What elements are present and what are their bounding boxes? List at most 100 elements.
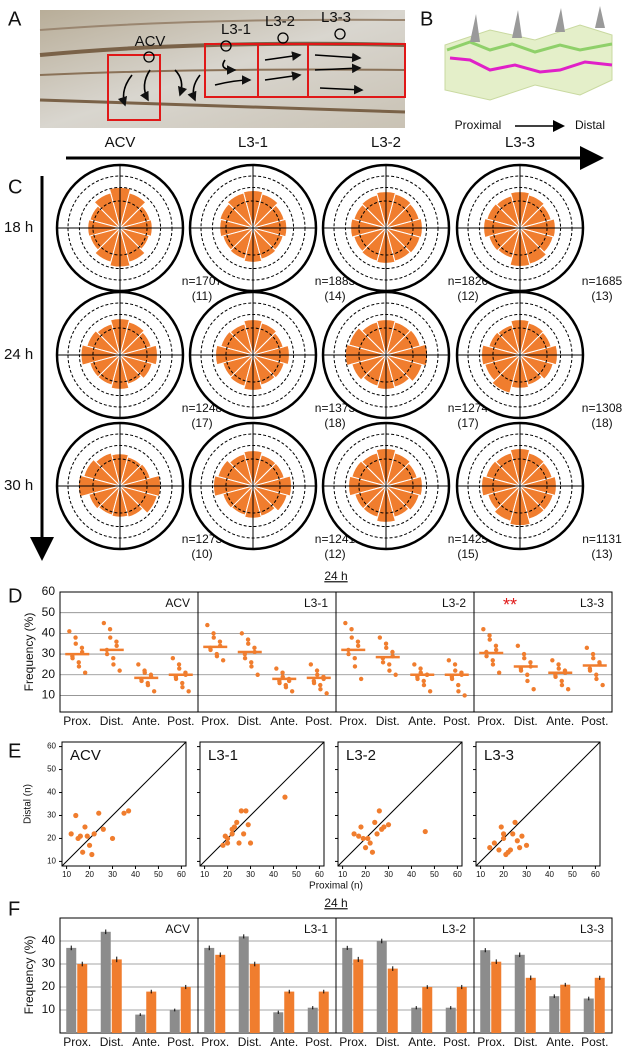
rose-petal [384, 485, 420, 511]
column-header: L3-2 [371, 134, 401, 151]
data-point [222, 833, 228, 839]
panel-frame [473, 917, 613, 1034]
data-point [282, 794, 288, 800]
data-point [412, 662, 417, 667]
wing-count: (18) [324, 416, 345, 430]
data-point [315, 672, 320, 677]
data-point [367, 840, 373, 846]
data-point [487, 845, 493, 851]
wing-count: (13) [591, 547, 612, 561]
y-axis-label: Distal (n) [23, 784, 34, 824]
data-point [308, 662, 314, 667]
data-point [393, 672, 398, 677]
identity-line [475, 741, 601, 867]
data-point [390, 649, 395, 655]
y-axis-label: Frequency (%) [22, 613, 36, 692]
y-tick-label: 10 [42, 688, 56, 702]
data-point [591, 656, 596, 661]
data-point [234, 819, 240, 825]
data-point [241, 831, 247, 837]
rose-petal [252, 226, 277, 260]
x-tick-label: Post. [443, 1035, 470, 1049]
data-point [446, 658, 452, 663]
data-point [515, 643, 521, 648]
data-point [80, 849, 86, 855]
data-point [421, 678, 426, 684]
x-tick-label: Ante. [132, 1035, 160, 1049]
data-point [125, 808, 132, 814]
data-point [121, 810, 127, 816]
x-tick-label: 50 [292, 870, 301, 879]
x-tick-label: Dist. [514, 714, 538, 728]
x-tick-label: Dist. [238, 714, 262, 728]
x-tick-label: Dist. [100, 1035, 124, 1049]
cell-diagram [444, 6, 613, 101]
data-point [387, 662, 392, 667]
data-point [73, 812, 79, 819]
data-point [553, 674, 558, 680]
rose-petal [351, 354, 388, 381]
rose-petal [222, 485, 255, 509]
data-point [289, 689, 295, 694]
rose-petal [251, 354, 285, 379]
axis-label: Proximal [455, 118, 502, 132]
data-point [493, 643, 499, 648]
x-tick-label: Prox. [477, 714, 505, 728]
x-tick-label: 30 [246, 870, 255, 879]
data-point [82, 670, 88, 675]
wing-count: (15) [457, 547, 478, 561]
x-tick-label: 60 [177, 870, 186, 879]
x-tick-label: Post. [443, 714, 470, 728]
x-tick-label: Prox. [339, 714, 367, 728]
bar [387, 968, 398, 1033]
bar [583, 998, 594, 1033]
rose-petal [384, 354, 423, 383]
data-point [238, 808, 244, 814]
x-tick-label: Dist. [238, 1035, 262, 1049]
y-tick-label: 30 [42, 956, 56, 970]
data-point [556, 662, 561, 667]
wing-count: (11) [192, 289, 212, 303]
rose-petal [518, 227, 554, 253]
data-point [318, 687, 323, 692]
data-point [229, 831, 235, 837]
x-tick-label: Ante. [546, 714, 574, 728]
data-point [355, 639, 361, 644]
x-tick-label: 60 [315, 870, 324, 879]
data-point [496, 670, 502, 675]
bar [146, 991, 157, 1033]
data-point [427, 689, 433, 694]
data-point [514, 838, 520, 844]
panel-name: ACV [70, 747, 101, 764]
data-point [484, 653, 489, 659]
rose-petal [119, 226, 146, 263]
data-point [384, 645, 389, 651]
data-point [249, 664, 254, 669]
x-tick-label: Prox. [201, 714, 229, 728]
data-point [510, 831, 516, 837]
x-tick-label: Prox. [201, 1035, 229, 1049]
bar [100, 931, 111, 1033]
data-point [108, 635, 113, 640]
data-point [79, 645, 85, 651]
data-point [385, 822, 392, 828]
data-point [496, 847, 502, 853]
data-point [518, 668, 524, 673]
bar [307, 1007, 318, 1033]
y-axis-label: Frequency (%) [22, 936, 36, 1015]
x-tick-label: 40 [131, 870, 140, 879]
data-point [456, 689, 461, 694]
data-point [252, 645, 257, 651]
data-point [517, 845, 523, 851]
data-point [173, 676, 179, 682]
data-point [383, 641, 389, 646]
data-point [365, 835, 371, 842]
data-point [76, 664, 82, 669]
data-point [352, 656, 357, 661]
rose-petal [361, 194, 387, 230]
data-point [523, 842, 530, 848]
rose-petal [518, 485, 554, 511]
x-tick-label: Ante. [270, 1035, 298, 1049]
data-point [101, 620, 107, 626]
rose-petal [88, 485, 122, 510]
